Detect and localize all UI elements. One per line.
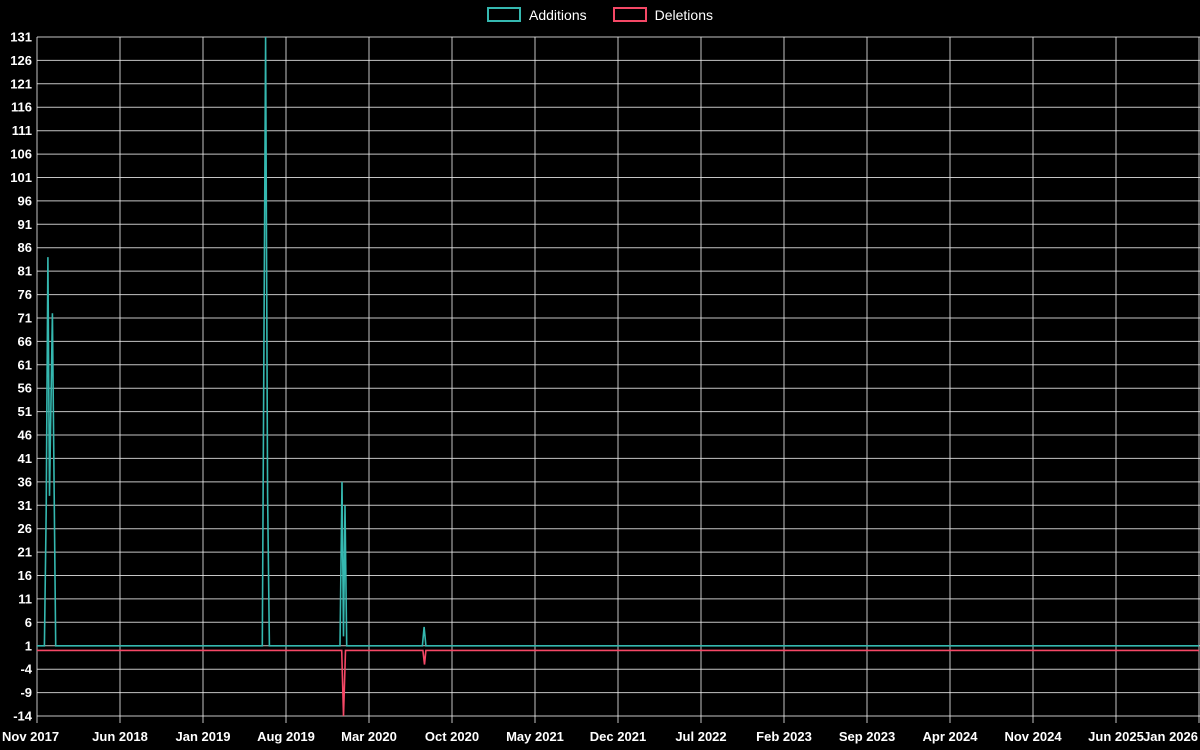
svg-text:36: 36: [18, 474, 32, 489]
svg-text:126: 126: [10, 53, 32, 68]
svg-text:Mar 2020: Mar 2020: [341, 729, 397, 744]
svg-text:76: 76: [18, 287, 32, 302]
svg-text:86: 86: [18, 240, 32, 255]
svg-text:Jan 2026: Jan 2026: [1143, 729, 1198, 744]
svg-text:16: 16: [18, 568, 32, 583]
svg-text:106: 106: [10, 147, 32, 162]
svg-text:-14: -14: [13, 709, 33, 724]
svg-text:61: 61: [18, 357, 32, 372]
svg-text:56: 56: [18, 381, 32, 396]
svg-text:116: 116: [11, 100, 32, 115]
svg-text:41: 41: [18, 451, 32, 466]
svg-text:Apr 2024: Apr 2024: [923, 729, 979, 744]
svg-text:Oct 2020: Oct 2020: [425, 729, 479, 744]
svg-text:131: 131: [10, 30, 32, 45]
legend-item-additions: Additions: [487, 7, 587, 22]
svg-text:Jun 2025: Jun 2025: [1088, 729, 1144, 744]
svg-text:Dec 2021: Dec 2021: [590, 729, 646, 744]
svg-text:Jun 2018: Jun 2018: [92, 729, 148, 744]
svg-text:121: 121: [10, 76, 32, 91]
legend-item-deletions: Deletions: [612, 6, 713, 23]
svg-text:66: 66: [18, 334, 32, 349]
svg-text:101: 101: [10, 170, 32, 185]
svg-text:Sep 2023: Sep 2023: [839, 729, 895, 744]
svg-text:81: 81: [18, 264, 32, 279]
legend-label-additions: Additions: [529, 6, 587, 23]
svg-text:Jan 2019: Jan 2019: [176, 729, 231, 744]
svg-text:51: 51: [18, 404, 32, 419]
svg-text:46: 46: [18, 428, 32, 443]
svg-text:26: 26: [18, 521, 32, 536]
svg-text:Aug 2019: Aug 2019: [257, 729, 315, 744]
legend-swatch-deletions-icon: [612, 7, 647, 22]
svg-text:-4: -4: [20, 662, 32, 677]
svg-text:6: 6: [25, 615, 32, 630]
svg-text:Nov 2024: Nov 2024: [1004, 729, 1062, 744]
svg-text:31: 31: [18, 498, 32, 513]
svg-text:May 2021: May 2021: [506, 729, 564, 744]
svg-text:Nov 2017: Nov 2017: [2, 729, 59, 744]
legend-label-deletions: Deletions: [654, 6, 713, 23]
svg-text:Jul 2022: Jul 2022: [675, 729, 726, 744]
svg-text:91: 91: [18, 217, 32, 232]
svg-text:Feb 2023: Feb 2023: [756, 729, 812, 744]
svg-text:-9: -9: [20, 685, 32, 700]
svg-text:96: 96: [18, 193, 32, 208]
svg-text:21: 21: [18, 545, 32, 560]
svg-text:1: 1: [25, 638, 32, 653]
svg-text:71: 71: [18, 311, 32, 326]
svg-text:11: 11: [18, 591, 32, 606]
svg-text:111: 111: [12, 123, 32, 138]
chart-legend: Additions Deletions: [0, 7, 1200, 22]
legend-swatch-additions-icon: [487, 7, 522, 22]
